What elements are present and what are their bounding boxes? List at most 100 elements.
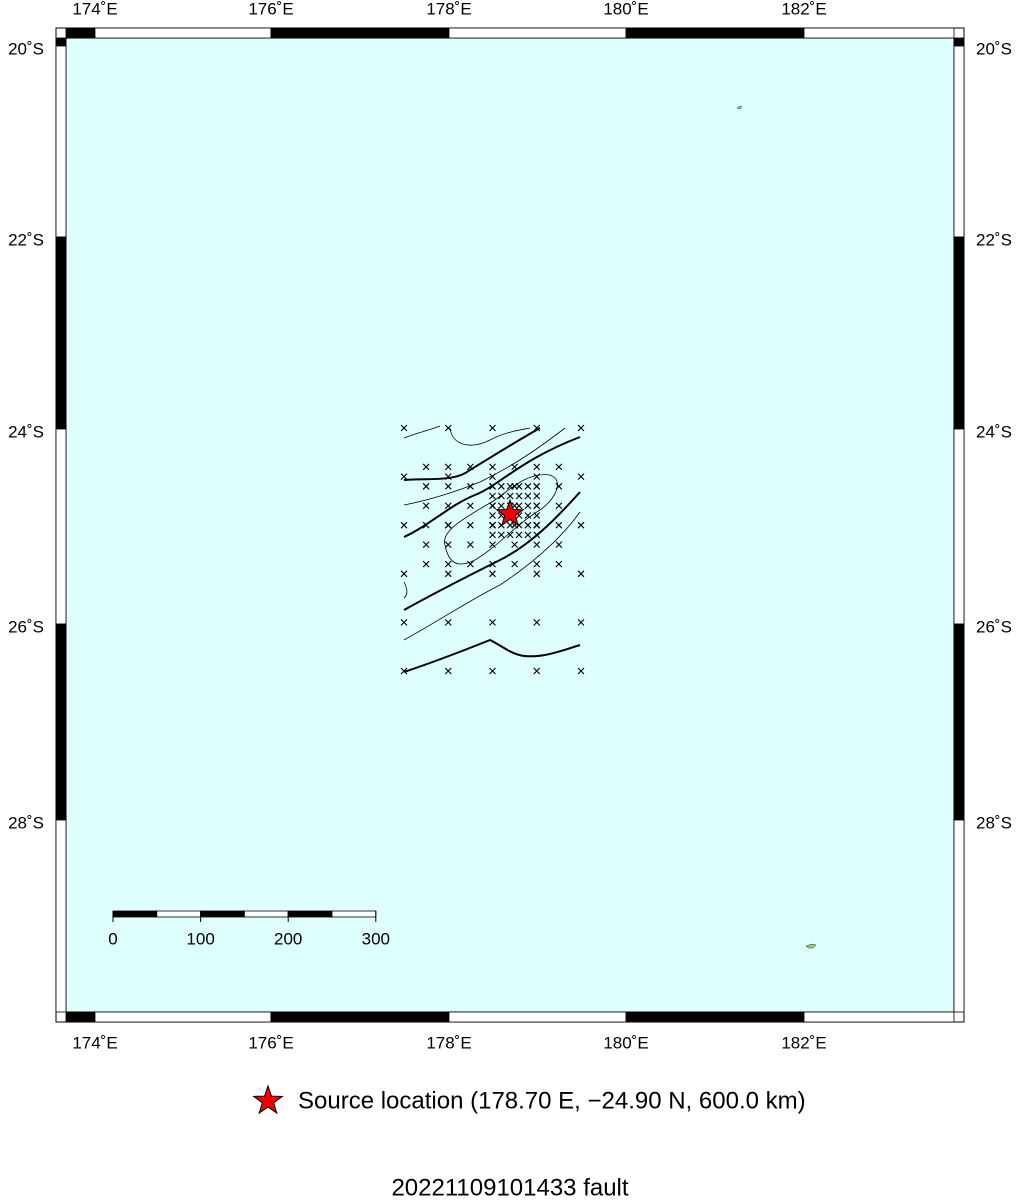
grid-cross xyxy=(533,560,541,568)
grid-cross xyxy=(533,619,541,626)
scale-segment xyxy=(156,910,202,918)
grid-cross xyxy=(444,482,452,490)
frame-segment xyxy=(625,27,805,39)
grid-cross xyxy=(422,482,430,490)
grid-cross xyxy=(444,521,452,529)
right-tick-label: 24˚S xyxy=(976,422,1012,441)
grid-cross xyxy=(400,521,408,529)
grid-cross xyxy=(533,667,541,675)
grid-cross xyxy=(497,502,505,510)
grid-cross xyxy=(422,560,430,568)
grid-cross xyxy=(533,482,541,490)
grid-cross xyxy=(533,492,541,500)
grid-cross xyxy=(422,502,430,510)
frame-segment xyxy=(270,1011,450,1023)
island xyxy=(805,943,817,949)
grid-cross xyxy=(466,521,474,529)
frame-segment xyxy=(270,27,450,39)
grid-cross xyxy=(533,502,541,510)
frame-segment xyxy=(803,1011,955,1023)
top-tick-label: 178˚E xyxy=(426,0,471,18)
legend-text: Source location (178.70 E, −24.90 N, 600… xyxy=(298,1087,806,1114)
scale-bar: 0 100 200 300 xyxy=(108,910,390,948)
scale-label: 0 xyxy=(108,929,117,948)
scale-segment xyxy=(331,910,377,918)
frame-segment xyxy=(55,623,67,821)
grid-cross xyxy=(489,492,496,500)
frame-segment xyxy=(65,1011,96,1023)
frame-segment xyxy=(953,236,965,430)
grid-cross xyxy=(555,502,563,510)
grid-cross xyxy=(577,521,585,529)
grid-cross xyxy=(489,463,496,471)
frame-segment xyxy=(55,819,67,1013)
scale-label: 100 xyxy=(186,929,214,948)
frame-segment xyxy=(55,45,67,238)
left-tick-label: 24˚S xyxy=(8,422,44,441)
grid-cross xyxy=(489,667,496,675)
map-title: 20221109101433 fault xyxy=(391,1174,628,1199)
grid-cross xyxy=(489,512,496,519)
left-tick-label: 26˚S xyxy=(8,617,44,636)
scale-label: 300 xyxy=(362,929,390,948)
grid-cross xyxy=(506,521,514,529)
grid-cross xyxy=(524,531,532,539)
grid-cross xyxy=(524,482,532,490)
frame-segment xyxy=(953,819,965,1013)
bottom-tick-label: 174˚E xyxy=(72,1033,117,1052)
grid-cross xyxy=(577,473,585,480)
grid-cross xyxy=(515,492,523,500)
grid-cross xyxy=(422,541,430,549)
top-tick-label: 180˚E xyxy=(603,0,648,18)
top-tick-label: 182˚E xyxy=(781,0,826,18)
grid-cross xyxy=(497,531,505,539)
right-tick-label: 20˚S xyxy=(976,39,1012,58)
scale-segment xyxy=(243,910,289,918)
grid-cross xyxy=(489,619,496,626)
grid-cross xyxy=(524,521,532,529)
right-tick-label: 26˚S xyxy=(976,617,1012,636)
grid-cross xyxy=(444,463,452,471)
contours xyxy=(403,425,581,673)
grid-cross xyxy=(533,541,541,549)
left-tick-label: 20˚S xyxy=(8,39,44,58)
frame-segment xyxy=(625,1011,805,1023)
grid-cross xyxy=(489,541,496,549)
left-tick-label: 28˚S xyxy=(8,813,44,832)
frame-segment xyxy=(953,623,965,821)
grid-cross xyxy=(489,521,496,529)
grid-cross xyxy=(489,424,496,432)
right-tick-label: 28˚S xyxy=(976,813,1012,832)
grid-cross xyxy=(511,560,519,568)
grid-cross xyxy=(422,463,430,471)
grid-cross xyxy=(533,521,541,529)
grid-cross xyxy=(489,502,496,510)
grid-cross xyxy=(515,502,523,510)
grid-cross xyxy=(466,502,474,510)
grid-cross xyxy=(444,560,452,568)
source-star xyxy=(495,498,525,527)
frame-segment xyxy=(55,428,67,625)
grid-cross xyxy=(400,619,408,626)
grid-cross xyxy=(555,521,563,529)
island xyxy=(736,105,743,110)
grid-cross xyxy=(400,473,408,480)
scale-label: 200 xyxy=(274,929,302,948)
frame-segment xyxy=(55,236,67,430)
grid-cross xyxy=(444,619,452,626)
frame-segment xyxy=(953,45,965,238)
grid-cross xyxy=(515,531,523,539)
grid-cross xyxy=(555,463,563,471)
frame-segment xyxy=(55,37,67,47)
grid-cross xyxy=(555,560,563,568)
grid-cross xyxy=(524,502,532,510)
frame-segment xyxy=(65,27,96,39)
grid-cross xyxy=(533,570,541,578)
top-tick-label: 174˚E xyxy=(72,0,117,18)
grid-cross xyxy=(489,531,496,539)
grid-points xyxy=(400,424,585,675)
grid-cross xyxy=(466,541,474,549)
grid-cross xyxy=(400,570,408,578)
grid-cross xyxy=(555,541,563,549)
